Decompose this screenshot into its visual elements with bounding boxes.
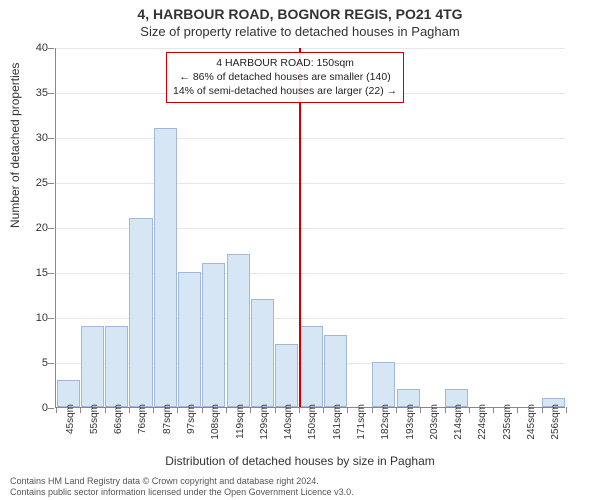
x-tick-label: 182sqm xyxy=(380,404,391,440)
x-tick-label: 45sqm xyxy=(65,404,76,434)
plot-area: 45sqm55sqm66sqm76sqm87sqm97sqm108sqm119s… xyxy=(55,48,565,408)
x-tick-label: 119sqm xyxy=(235,404,246,439)
annotation-line-2: ← 86% of detached houses are smaller (14… xyxy=(173,70,397,84)
x-tick-label: 97sqm xyxy=(186,404,197,434)
x-tick-label: 245sqm xyxy=(526,404,537,440)
histogram-bar xyxy=(251,299,274,407)
histogram-bar xyxy=(178,272,201,407)
x-tick-label: 55sqm xyxy=(89,404,100,434)
x-tick-label: 214sqm xyxy=(453,404,464,440)
property-size-chart: 4, HARBOUR ROAD, BOGNOR REGIS, PO21 4TG … xyxy=(0,0,600,500)
histogram-bar xyxy=(275,344,298,407)
annotation-line-3: 14% of semi-detached houses are larger (… xyxy=(173,84,397,98)
x-tick-label: 256sqm xyxy=(550,404,561,440)
x-tick-label: 87sqm xyxy=(162,404,173,434)
y-tick-label: 10 xyxy=(18,312,48,324)
x-tick-label: 129sqm xyxy=(259,404,270,440)
x-tick-label: 76sqm xyxy=(137,404,148,434)
histogram-bar xyxy=(154,128,177,407)
histogram-bar xyxy=(57,380,80,407)
chart-subtitle: Size of property relative to detached ho… xyxy=(0,24,600,39)
attribution-footer: Contains HM Land Registry data © Crown c… xyxy=(10,476,354,499)
x-tick-label: 203sqm xyxy=(429,404,440,440)
footer-line-2: Contains public sector information licen… xyxy=(10,487,354,498)
x-axis-label: Distribution of detached houses by size … xyxy=(0,454,600,468)
histogram-bar xyxy=(81,326,104,407)
x-tick-label: 224sqm xyxy=(477,404,488,440)
x-tick-label: 193sqm xyxy=(405,404,416,440)
histogram-bar xyxy=(227,254,250,407)
x-tick-label: 235sqm xyxy=(502,404,513,440)
histogram-bar xyxy=(372,362,395,407)
annotation-box: 4 HARBOUR ROAD: 150sqm← 86% of detached … xyxy=(166,52,404,103)
y-tick-label: 35 xyxy=(18,87,48,99)
footer-line-1: Contains HM Land Registry data © Crown c… xyxy=(10,476,354,487)
histogram-bar xyxy=(299,326,322,407)
annotation-line-1: 4 HARBOUR ROAD: 150sqm xyxy=(173,56,397,70)
y-tick-label: 40 xyxy=(18,42,48,54)
y-tick-label: 5 xyxy=(18,357,48,369)
histogram-bar xyxy=(324,335,347,407)
x-tick-label: 140sqm xyxy=(283,404,294,440)
x-tick-label: 150sqm xyxy=(307,404,318,440)
y-tick-label: 0 xyxy=(18,402,48,414)
histogram-bar xyxy=(129,218,152,407)
x-tick-label: 66sqm xyxy=(113,404,124,434)
chart-title: 4, HARBOUR ROAD, BOGNOR REGIS, PO21 4TG xyxy=(0,6,600,22)
histogram-bar xyxy=(202,263,225,407)
x-tick-label: 108sqm xyxy=(210,404,221,440)
y-tick-label: 25 xyxy=(18,177,48,189)
y-tick-label: 30 xyxy=(18,132,48,144)
histogram-bar xyxy=(105,326,128,407)
x-tick-label: 161sqm xyxy=(332,404,343,440)
x-tick-label: 171sqm xyxy=(356,404,367,440)
y-tick-label: 15 xyxy=(18,267,48,279)
y-tick-label: 20 xyxy=(18,222,48,234)
